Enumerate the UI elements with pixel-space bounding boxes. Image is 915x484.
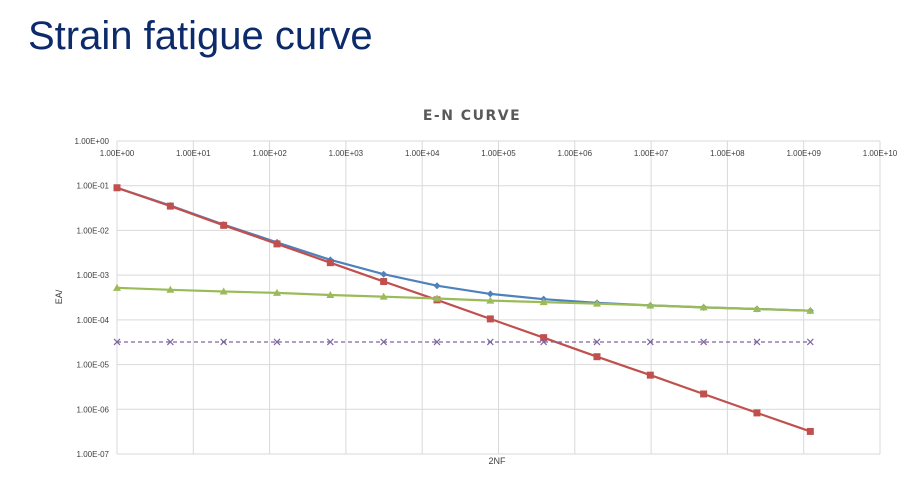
x-marker (486, 338, 494, 346)
square-marker (220, 221, 228, 229)
gridlines (116, 140, 881, 455)
x-marker (593, 338, 601, 346)
y-tick-label: 1.00E-06 (77, 405, 110, 414)
y-tick-label: 1.00E+00 (75, 137, 110, 146)
triangle-marker (219, 287, 228, 295)
series-group (113, 184, 815, 435)
x-marker (646, 338, 654, 346)
y-tick-label: 1.00E-02 (77, 226, 110, 235)
square-marker (700, 390, 708, 398)
x-tick-label: 1.00E+10 (863, 149, 898, 158)
triangle-marker (646, 301, 655, 309)
triangle-marker (166, 285, 175, 293)
x-marker (220, 338, 228, 346)
triangle-marker (272, 288, 281, 296)
x-tick-label: 1.00E+09 (786, 149, 821, 158)
triangle-marker (432, 294, 441, 302)
x-marker (166, 338, 174, 346)
chart-title: E-N CURVE (423, 108, 521, 124)
x-tick-label: 1.00E+01 (176, 149, 211, 158)
triangle-marker (326, 290, 335, 298)
square-marker (380, 278, 388, 286)
triangle-marker (752, 304, 761, 312)
series-2 (113, 184, 814, 435)
x-marker (540, 338, 548, 346)
y-tick-label: 1.00E-05 (77, 361, 110, 370)
square-marker (326, 259, 334, 267)
x-marker (113, 338, 121, 346)
square-marker (753, 409, 761, 417)
series-1 (113, 184, 814, 315)
square-marker (806, 427, 814, 435)
y-tick-label: 1.00E-03 (77, 271, 110, 280)
x-marker (273, 338, 281, 346)
triangle-marker (539, 298, 548, 306)
y-tick-label: 1.00E-01 (77, 182, 110, 191)
tick-labels: 1.00E+00 1.00E+01 1.00E+02 1.00E+03 1.00E+04… (75, 137, 898, 459)
x-tick-label: 1.00E+00 (100, 149, 135, 158)
x-marker (326, 338, 334, 346)
square-marker (273, 240, 281, 248)
x-tick-label: 1.00E+05 (481, 149, 516, 158)
x-tick-label: 1.00E+03 (329, 149, 364, 158)
series-3-line (116, 286, 811, 312)
diamond-marker (433, 282, 441, 290)
diamond-marker (380, 270, 388, 278)
x-marker (433, 338, 441, 346)
slide-title: Strain fatigue curve (28, 14, 373, 58)
x-tick-label: 1.00E+06 (558, 149, 593, 158)
square-marker (540, 334, 548, 342)
y-tick-label: 1.00E-04 (77, 316, 110, 325)
x-marker (753, 338, 761, 346)
y-tick-label: 1.00E-07 (77, 450, 110, 459)
triangle-marker (806, 306, 815, 314)
series-4 (113, 338, 814, 346)
series-2-line (116, 186, 811, 433)
x-tick-label: 1.00E+07 (634, 149, 669, 158)
square-marker (166, 202, 174, 210)
triangle-marker (379, 292, 388, 300)
x-tick-label: 1.00E+02 (252, 149, 287, 158)
square-marker (593, 353, 601, 361)
series-3 (113, 283, 815, 314)
x-axis-label: 2NF (488, 456, 506, 466)
x-marker (700, 338, 708, 346)
triangle-marker (113, 283, 121, 291)
square-marker (113, 184, 121, 192)
x-tick-label: 1.00E+08 (710, 149, 745, 158)
x-tick-label: 1.00E+04 (405, 149, 440, 158)
x-marker (380, 338, 388, 346)
square-marker (486, 315, 494, 323)
x-marker (806, 338, 814, 346)
triangle-marker (486, 296, 495, 304)
y-axis-label: EA/ (54, 289, 64, 304)
square-marker (646, 371, 654, 379)
triangle-marker (699, 303, 708, 311)
triangle-marker (592, 299, 601, 307)
diamond-marker (486, 290, 494, 298)
